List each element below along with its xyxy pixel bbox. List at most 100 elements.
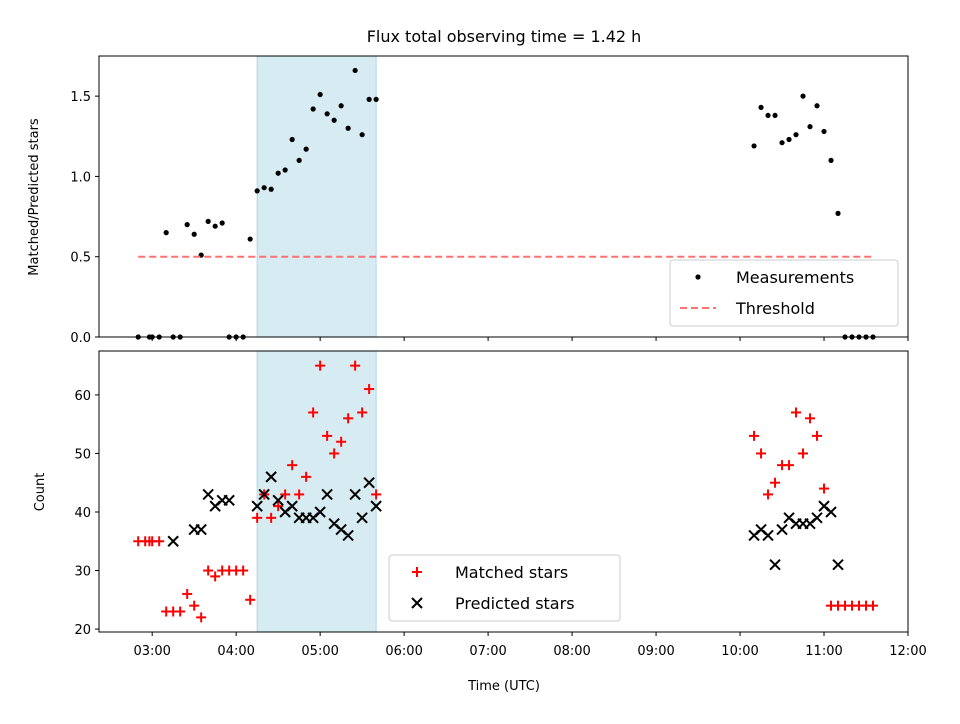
predicted-star-point <box>167 535 179 547</box>
measurement-point <box>800 93 806 99</box>
matched-star-point <box>287 460 298 471</box>
legend-label: Matched stars <box>455 563 568 582</box>
matched-star-point <box>308 407 319 418</box>
predicted-star-point <box>762 529 774 542</box>
x-tick-label: 05:00 <box>301 644 338 659</box>
matched-star-point <box>819 483 830 494</box>
measurement-point <box>758 104 764 110</box>
y-tick-label: 0.5 <box>70 251 91 266</box>
marker-stroke <box>342 529 354 542</box>
chart-title: Flux total observing time = 1.42 h <box>367 27 642 46</box>
x-tick-label: 07:00 <box>469 644 506 659</box>
marker-stroke <box>272 494 284 506</box>
matched-star-point <box>294 489 305 500</box>
marker-stroke <box>755 523 767 536</box>
marker-stroke <box>818 500 830 512</box>
predicted-star-point <box>342 529 354 542</box>
measurement-point <box>191 231 197 237</box>
predicted-star-point <box>769 558 781 571</box>
legend-box <box>669 259 899 327</box>
x-tick-label: 09:00 <box>637 644 674 659</box>
matched-star-point <box>798 448 809 459</box>
measurement-point <box>793 132 799 138</box>
measurement-point <box>779 140 785 146</box>
matched-star-point <box>154 536 165 547</box>
measurement-point <box>275 170 281 176</box>
marker-stroke <box>370 500 382 512</box>
predicted-star-point <box>195 523 207 536</box>
measurement-point <box>205 218 211 224</box>
marker-stroke <box>811 512 823 524</box>
flux-ratio-panel: Flux total observing time = 1.42 h Match… <box>27 27 909 346</box>
marker-stroke <box>251 500 263 512</box>
measurement-point <box>366 96 372 102</box>
marker-stroke <box>832 558 844 571</box>
predicted-star-point <box>356 512 368 524</box>
measurement-point <box>814 103 820 109</box>
marker-stroke <box>349 488 361 501</box>
matched-star-point <box>175 606 186 617</box>
matched-star-point <box>252 512 263 523</box>
marker-stroke <box>286 500 298 512</box>
matched-star-point <box>203 565 214 576</box>
y-tick-label: 50 <box>74 447 91 462</box>
matched-star-point <box>812 430 823 441</box>
matched-star-point <box>343 413 354 424</box>
top-y-axis-label: Matched/Predicted stars <box>27 118 42 276</box>
measurement-point <box>254 188 260 194</box>
measurement-point <box>317 91 323 98</box>
bottom-legend: Matched stars Predicted stars <box>388 554 621 622</box>
matched-star-point <box>868 600 879 611</box>
legend-measurement-swatch <box>695 274 701 280</box>
measurement-point <box>352 67 358 74</box>
legend-label: Predicted stars <box>455 594 575 613</box>
measurement-point <box>303 146 309 152</box>
measurement-point <box>331 117 337 123</box>
x-tick-label: 08:00 <box>553 644 590 659</box>
measurement-point <box>261 185 267 191</box>
predicted-star-point <box>811 512 823 524</box>
measurement-point <box>282 167 288 173</box>
measurement-point <box>828 157 834 163</box>
marker-stroke <box>776 523 788 536</box>
legend-box <box>388 554 621 622</box>
matched-star-point <box>280 489 291 500</box>
x-tick-label: 03:00 <box>133 644 170 659</box>
measurement-point <box>786 136 792 143</box>
measurement-point <box>163 230 169 236</box>
matched-star-point <box>301 471 312 482</box>
predicted-star-point <box>363 477 375 489</box>
matched-star-point <box>371 489 382 500</box>
matched-star-point <box>364 384 375 395</box>
y-tick-label: 60 <box>74 389 91 404</box>
measurement-point <box>821 128 827 135</box>
matched-star-point <box>322 430 333 441</box>
predicted-star-point <box>202 488 214 501</box>
axes-frame <box>98 55 909 338</box>
measurement-point <box>247 236 253 242</box>
x-tick-label: 06:00 <box>385 644 422 659</box>
predicted-star-point <box>286 500 298 512</box>
top-plot-area: 0.0 0.5 1.0 1.5 <box>70 55 909 346</box>
matched-star-point <box>749 430 760 441</box>
matched-star-point <box>315 360 326 371</box>
predicted-star-point <box>370 500 382 512</box>
measurement-point <box>219 220 225 226</box>
x-tick-label: 10:00 <box>721 644 758 659</box>
measurement-point <box>751 143 757 149</box>
measurement-point <box>296 157 302 163</box>
predicted-star-point <box>314 506 326 518</box>
predicted-star-point <box>321 488 333 501</box>
x-tick-label: 11:00 <box>805 644 842 659</box>
matched-star-point <box>784 460 795 471</box>
marker-stroke <box>258 488 270 501</box>
marker-stroke <box>202 488 214 501</box>
measurement-point <box>359 132 365 138</box>
matched-star-point <box>763 489 774 500</box>
predicted-star-point <box>258 488 270 501</box>
marker-stroke <box>314 506 326 518</box>
matched-star-point <box>791 407 802 418</box>
marker-stroke <box>265 471 277 483</box>
marker-stroke <box>363 477 375 489</box>
measurement-point <box>310 106 316 112</box>
